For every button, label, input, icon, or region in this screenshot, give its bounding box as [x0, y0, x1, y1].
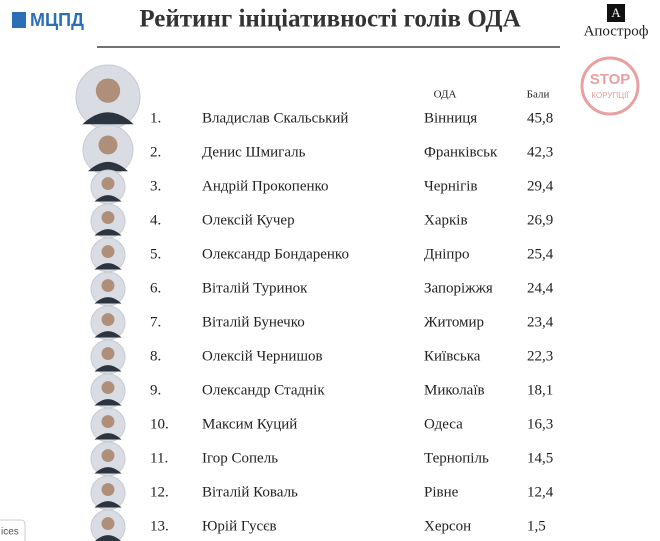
photo-body [82, 112, 134, 125]
photo-head [101, 279, 115, 293]
name: Олександр Бондаренко [202, 246, 349, 262]
rank: 8. [150, 348, 161, 364]
rank: 7. [150, 314, 161, 330]
region: Запоріжжя [424, 280, 493, 296]
photo-head [101, 313, 115, 327]
name: Юрій Гусєв [202, 518, 277, 534]
name: Ігор Сопель [202, 450, 278, 466]
rank: 10. [150, 416, 169, 432]
column-header: Бали [527, 89, 550, 101]
name: Олексій Чернишов [202, 348, 323, 364]
name: Олександр Стаднік [202, 382, 325, 398]
score: 14,5 [527, 450, 553, 466]
name: Андрій Прокопенко [202, 178, 329, 194]
photo-body [94, 501, 122, 508]
score: 1,5 [527, 518, 546, 534]
region: Харків [424, 212, 468, 228]
score: 24,4 [527, 280, 554, 296]
brand-icon-letter: A [611, 5, 621, 20]
photo-body [94, 535, 122, 541]
region: Одеса [424, 416, 463, 432]
name: Віталій Бунечко [202, 314, 305, 330]
score: 26,9 [527, 212, 553, 228]
score: 25,4 [527, 246, 554, 262]
photo-head [101, 415, 115, 429]
column-header: ОДА [434, 89, 457, 101]
score: 16,3 [527, 416, 553, 432]
region: Херсон [424, 518, 471, 534]
photo-body [94, 195, 122, 202]
photo-head [101, 245, 115, 259]
region: Київська [424, 348, 481, 364]
photo-body [94, 433, 122, 440]
photo-head [101, 483, 115, 497]
rank: 9. [150, 382, 161, 398]
rank: 1. [150, 110, 161, 126]
rank: 4. [150, 212, 161, 228]
photo-body [94, 467, 122, 474]
region: Франківськ [424, 144, 498, 160]
rank: 13. [150, 518, 169, 534]
region: Вінниця [424, 110, 477, 126]
photo-body [94, 297, 122, 304]
photo-head [101, 211, 115, 225]
brand-icon [607, 4, 625, 22]
score: 18,1 [527, 382, 553, 398]
rank: 12. [150, 484, 169, 500]
score: 29,4 [527, 178, 554, 194]
name: Олексій Кучер [202, 212, 295, 228]
stamp-text: КОРУПЦІЇ [591, 91, 629, 100]
region: Миколаїв [424, 382, 485, 398]
title: Рейтинг ініціативності голів ОДА [139, 6, 520, 33]
rank: 2. [150, 144, 161, 160]
photo-body [88, 161, 128, 172]
logo-icon [12, 12, 26, 28]
rank: 6. [150, 280, 161, 296]
region: Житомир [424, 314, 484, 330]
score: 22,3 [527, 348, 553, 364]
corner-box [0, 519, 26, 541]
name: Віталій Коваль [202, 484, 298, 500]
photo-body [94, 399, 122, 406]
photo-body [94, 263, 122, 270]
name: Денис Шмигаль [202, 144, 306, 160]
name: Максим Куций [202, 416, 297, 432]
photo-head [101, 449, 115, 463]
photo-head [101, 347, 115, 361]
stamp-ring [580, 56, 640, 116]
region: Рівне [424, 484, 459, 500]
rows: 1. Владислав Скальський Вінниця 45,8 2. Денис… [75, 64, 554, 541]
name: Віталій Туринок [202, 280, 308, 296]
rank: 5. [150, 246, 161, 262]
photo-head [101, 517, 115, 531]
photo-head [95, 78, 121, 103]
photo-body [94, 365, 122, 372]
photo-head [98, 135, 118, 155]
name: Владислав Скальський [202, 110, 348, 126]
score: 23,4 [527, 314, 554, 330]
photo-body [94, 229, 122, 236]
stamp-text: STOP [590, 71, 631, 88]
photo-head [101, 177, 115, 191]
region: Тернопіль [424, 450, 489, 466]
region: Чернігів [424, 178, 478, 194]
rank: 11. [150, 450, 168, 466]
score: 42,3 [527, 144, 553, 160]
score: 45,8 [527, 110, 553, 126]
brand: Апостроф [584, 23, 649, 39]
logo: МЦПД [30, 10, 84, 30]
photo-head [101, 381, 115, 395]
region: Дніпро [424, 246, 469, 262]
corner-text: ices [1, 527, 19, 538]
photo-body [94, 331, 122, 338]
rank: 3. [150, 178, 161, 194]
score: 12,4 [527, 484, 554, 500]
